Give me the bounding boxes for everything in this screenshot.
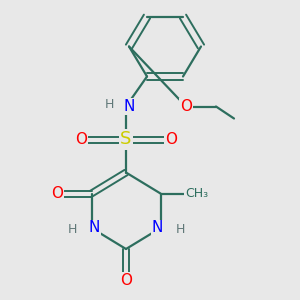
Text: CH₃: CH₃ (185, 187, 208, 200)
Text: N: N (152, 220, 163, 236)
Text: O: O (165, 132, 177, 147)
Text: O: O (180, 99, 192, 114)
Text: S: S (120, 130, 132, 148)
Text: N: N (123, 99, 135, 114)
Text: H: H (175, 223, 185, 236)
Text: H: H (105, 98, 114, 112)
Text: N: N (89, 220, 100, 236)
Text: H: H (67, 223, 77, 236)
Text: O: O (51, 186, 63, 201)
Text: O: O (120, 273, 132, 288)
Text: O: O (75, 132, 87, 147)
